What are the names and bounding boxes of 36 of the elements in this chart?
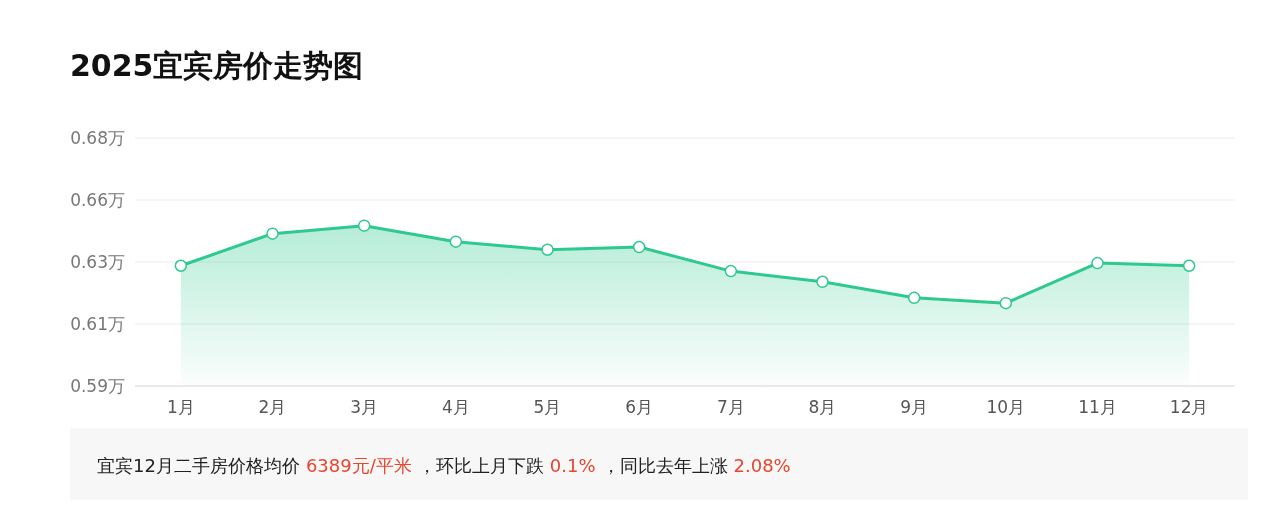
x-tick-label: 1月 — [166, 397, 195, 417]
point — [999, 296, 1013, 310]
point — [174, 259, 188, 272]
x-tick-label: 4月 — [441, 397, 470, 417]
point — [816, 275, 829, 289]
x-tick-label: 3月 — [350, 397, 379, 417]
x-tick-label: 12月 — [1169, 397, 1209, 417]
x-tick-label: 7月 — [716, 397, 745, 417]
point — [266, 227, 279, 240]
y-tick-label: 0.61万 — [70, 314, 125, 334]
text: 6389元/平米 — [305, 455, 412, 476]
y-tick-label: 0.68万 — [70, 128, 125, 148]
point — [907, 291, 921, 305]
x-tick-label: 9月 — [900, 397, 929, 417]
x-tick-label: 8月 — [808, 397, 837, 417]
text: ，环比上月下跌 — [417, 455, 544, 476]
point — [1182, 259, 1196, 272]
x-tick-label: 10月 — [986, 397, 1026, 417]
x-tick-label: 5月 — [533, 397, 562, 417]
x-tick-label: 6月 — [625, 397, 654, 417]
text: 0.1% — [549, 455, 596, 476]
text: ，同比去年上涨 — [601, 455, 728, 476]
point — [1091, 256, 1104, 270]
text: 宜宾12月二手房价格均价 — [97, 455, 300, 476]
point — [632, 240, 646, 254]
x-tick-label: 2月 — [258, 397, 287, 417]
chart-title: 2025宜宾房价走势图 — [70, 48, 364, 83]
y-tick-label: 0.66万 — [70, 190, 125, 210]
point — [541, 243, 554, 256]
y-tick-label: 0.63万 — [70, 252, 125, 272]
point — [724, 264, 738, 278]
y-tick-label: 0.59万 — [70, 376, 125, 396]
point — [357, 219, 371, 232]
text: 2.08% — [733, 455, 791, 476]
point — [449, 235, 463, 248]
x-tick-label: 11月 — [1078, 397, 1117, 417]
